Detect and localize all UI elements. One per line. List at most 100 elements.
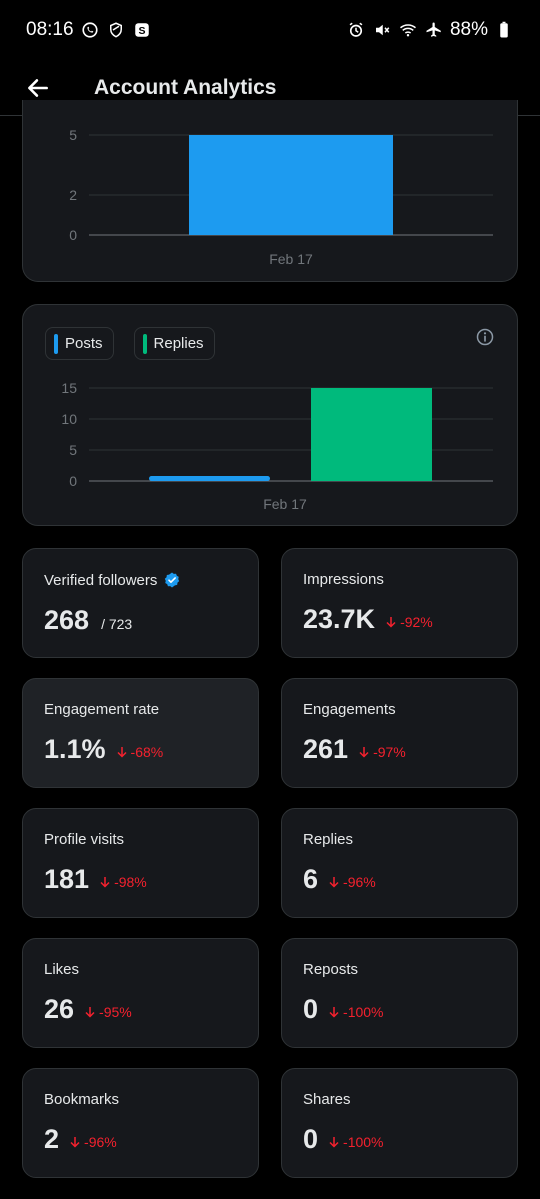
bookmarks-label: Bookmarks bbox=[44, 1091, 120, 1108]
wifi-icon bbox=[398, 20, 418, 40]
chart1-ytick-label-2: 2 bbox=[69, 187, 77, 203]
stat-label: Verified followers bbox=[44, 571, 237, 589]
stat-engagements[interactable]: Engagements 261 -97% bbox=[281, 678, 518, 788]
arrow-down-icon bbox=[100, 877, 110, 888]
stat-value-row: 1.1% -68% bbox=[44, 734, 237, 765]
verified-followers-label: Verified followers bbox=[44, 571, 158, 589]
legend-replies-chip[interactable]: Replies bbox=[133, 327, 215, 360]
stat-value-row: 6 -96% bbox=[303, 864, 496, 895]
profile-visits-label: Profile visits bbox=[44, 831, 125, 848]
chart2-xtick-label: Feb 17 bbox=[263, 496, 307, 512]
likes-label: Likes bbox=[44, 961, 80, 978]
info-icon[interactable] bbox=[475, 327, 495, 347]
stat-value-row: 26 -95% bbox=[44, 994, 237, 1025]
arrow-down-icon bbox=[359, 747, 369, 758]
impressions-change: -92% bbox=[385, 614, 433, 630]
engagements-label: Engagements bbox=[303, 701, 396, 718]
impressions-change-text: -92% bbox=[400, 614, 433, 630]
engagement-rate-change-text: -68% bbox=[130, 744, 164, 760]
chart1-xtick-label: Feb 17 bbox=[269, 251, 313, 267]
back-button[interactable] bbox=[18, 68, 58, 108]
legend-replies-label: Replies bbox=[153, 335, 204, 352]
likes-value: 26 bbox=[44, 994, 75, 1024]
legend-posts-swatch bbox=[54, 333, 58, 354]
battery-percent: 88% bbox=[449, 19, 488, 40]
arrow-left-icon bbox=[28, 78, 48, 97]
bookmarks-change-text: -96% bbox=[84, 1134, 117, 1150]
stat-value-row: 181 -98% bbox=[44, 864, 237, 895]
airplane-icon bbox=[424, 20, 444, 40]
chart2-bar-posts bbox=[149, 476, 270, 481]
stat-shares[interactable]: Shares 0 -100% bbox=[281, 1068, 518, 1178]
status-right: 88% bbox=[346, 19, 514, 41]
app-s-icon: S bbox=[132, 20, 152, 40]
chart-legend: Posts Replies bbox=[45, 327, 215, 360]
verified-followers-value: 268 bbox=[44, 605, 90, 635]
likes-change-text: -95% bbox=[99, 1004, 132, 1020]
stat-value-row: 261 -97% bbox=[303, 734, 496, 765]
chart2-ytick-label-10: 10 bbox=[61, 411, 77, 427]
whatsapp-icon bbox=[80, 20, 100, 40]
stat-replies[interactable]: Replies 6 -96% bbox=[281, 808, 518, 918]
replies-change: -96% bbox=[328, 874, 376, 890]
stat-reposts[interactable]: Reposts 0 -100% bbox=[281, 938, 518, 1048]
profile-visits-value: 181 bbox=[44, 864, 90, 894]
arrow-down-icon bbox=[329, 1137, 339, 1148]
engagement-rate-value: 1.1% bbox=[44, 734, 106, 764]
replies-change-text: -96% bbox=[343, 874, 376, 890]
replies-label: Replies bbox=[303, 831, 354, 848]
verified-badge-icon bbox=[165, 572, 180, 588]
stat-engagement-rate[interactable]: Engagement rate 1.1% -68% bbox=[22, 678, 259, 788]
chart2-ytick-label-15: 15 bbox=[61, 380, 77, 396]
reposts-change: -100% bbox=[328, 1004, 384, 1020]
shield-icon bbox=[106, 20, 126, 40]
chart-card-posts-replies: Posts Replies 0 5 10 15 Feb 17 bbox=[22, 304, 518, 526]
arrow-down-icon bbox=[329, 1007, 339, 1018]
chart-card-top: 0 2 5 Feb 17 bbox=[22, 100, 518, 282]
status-bar: 08:16 S 88% bbox=[0, 0, 540, 60]
arrow-down-icon bbox=[85, 1007, 95, 1018]
likes-change: -95% bbox=[84, 1004, 132, 1020]
stat-value-row: 0 -100% bbox=[303, 994, 496, 1025]
status-time: 08:16 bbox=[26, 19, 74, 40]
shares-value: 0 bbox=[303, 1124, 319, 1154]
chart1-ytick-label-5: 5 bbox=[69, 127, 77, 143]
stat-value-row: 268 / 723 bbox=[44, 605, 237, 636]
bar-chart-posts-replies: 0 5 10 15 Feb 17 bbox=[61, 380, 493, 512]
shares-change-text: -100% bbox=[343, 1134, 384, 1150]
reposts-label: Reposts bbox=[303, 961, 359, 978]
impressions-value: 23.7K bbox=[303, 604, 376, 634]
arrow-down-icon bbox=[329, 877, 339, 888]
legend-replies-swatch bbox=[142, 333, 147, 354]
engagement-rate-label: Engagement rate bbox=[44, 701, 160, 718]
stat-likes[interactable]: Likes 26 -95% bbox=[22, 938, 259, 1048]
engagements-change: -97% bbox=[358, 744, 406, 760]
chart1-ytick-label-0: 0 bbox=[69, 227, 77, 243]
profile-visits-change: -98% bbox=[99, 874, 147, 890]
arrow-down-icon bbox=[117, 747, 127, 758]
engagements-value: 261 bbox=[303, 734, 349, 764]
arrow-down-icon bbox=[386, 617, 396, 628]
mute-icon bbox=[372, 20, 392, 40]
profile-visits-change-text: -98% bbox=[114, 874, 147, 890]
chart2-ytick-label-0: 0 bbox=[69, 473, 77, 489]
bar-chart-top: 0 2 5 Feb 17 bbox=[69, 127, 493, 267]
reposts-change-text: -100% bbox=[343, 1004, 384, 1020]
stat-bookmarks[interactable]: Bookmarks 2 -96% bbox=[22, 1068, 259, 1178]
engagements-change-text: -97% bbox=[373, 744, 406, 760]
stat-value-row: 23.7K -92% bbox=[303, 604, 496, 635]
legend-posts-chip[interactable]: Posts bbox=[45, 327, 114, 360]
stat-impressions[interactable]: Impressions 23.7K -92% bbox=[281, 548, 518, 658]
stat-value-row: 0 -100% bbox=[303, 1124, 496, 1155]
page-title: Account Analytics bbox=[94, 75, 277, 99]
arrow-down-icon bbox=[70, 1137, 80, 1148]
impressions-label: Impressions bbox=[303, 571, 384, 588]
shares-label: Shares bbox=[303, 1091, 351, 1108]
stat-verified-followers[interactable]: Verified followers 268 / 723 bbox=[22, 548, 259, 658]
stat-profile-visits[interactable]: Profile visits 181 -98% bbox=[22, 808, 259, 918]
reposts-value: 0 bbox=[303, 994, 319, 1024]
shares-change: -100% bbox=[328, 1134, 384, 1150]
verified-followers-total: / 723 bbox=[101, 616, 133, 632]
status-left: 08:16 S bbox=[26, 19, 152, 41]
bookmarks-value: 2 bbox=[44, 1124, 60, 1154]
